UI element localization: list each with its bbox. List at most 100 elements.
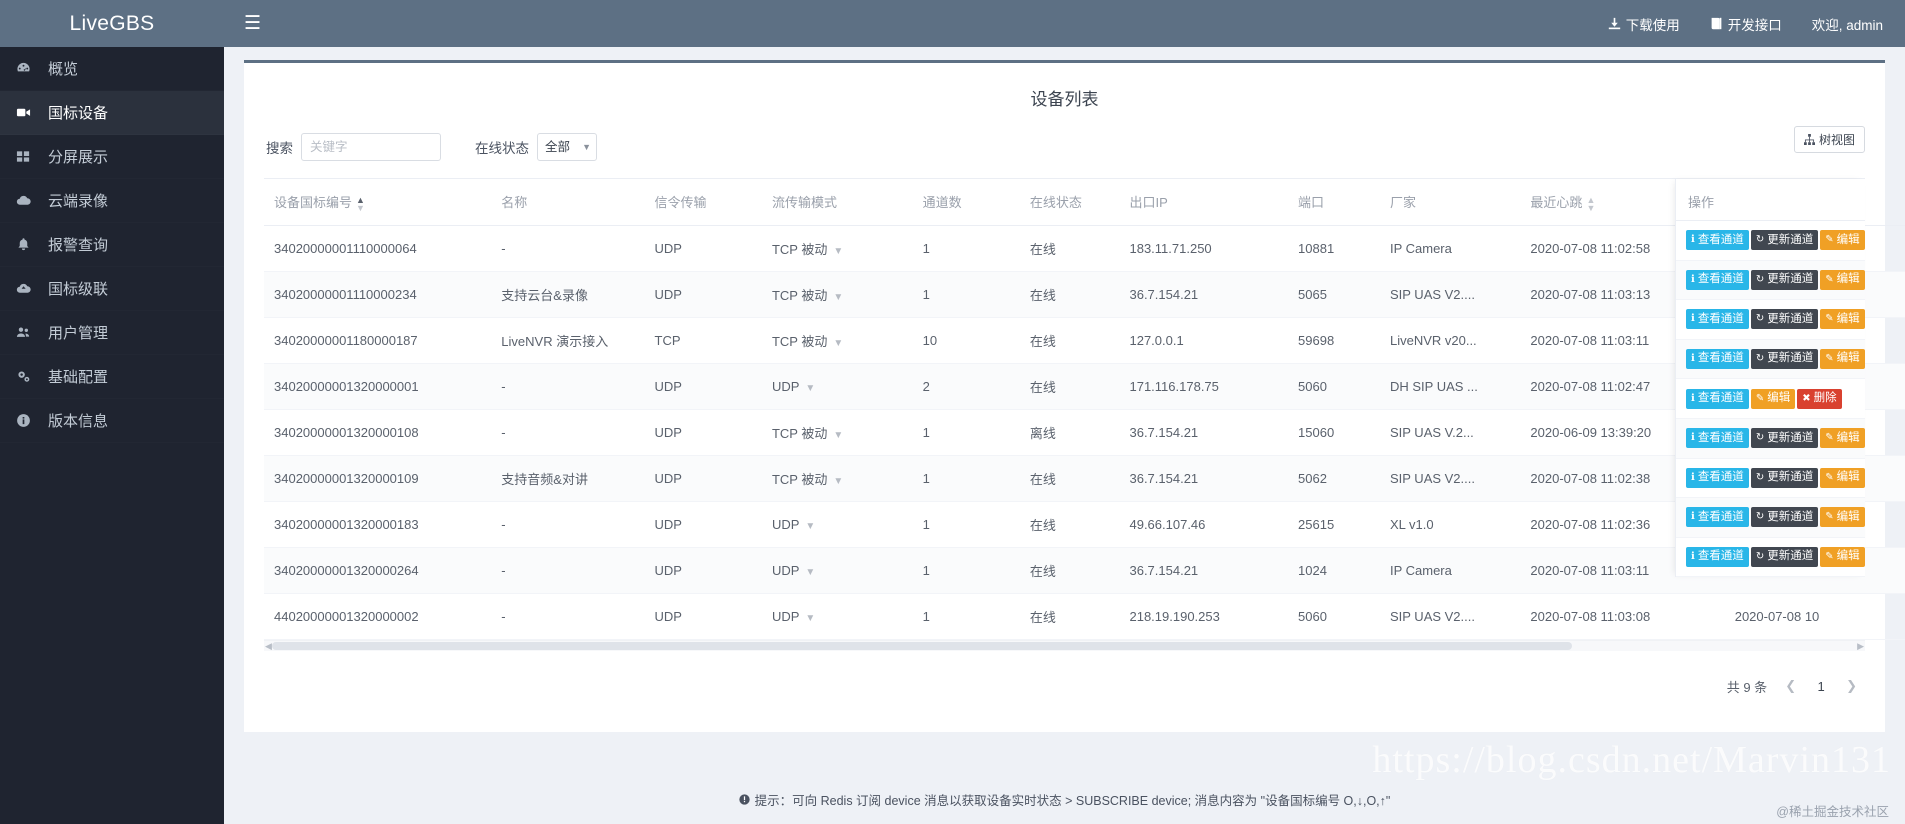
sort-caret-icon[interactable]: ▲▼ (356, 194, 365, 213)
brand-logo[interactable]: LiveGBS (0, 0, 224, 47)
table-row[interactable]: 34020000001320000183- UDP UDP ▼ 1 在线 49.66.107… (264, 501, 1905, 548)
view-button[interactable]: ℹ 查看通道 (1686, 269, 1749, 290)
main-area: ☰ 下载使用 开发接口 欢迎, admin 设 (224, 0, 1905, 824)
edit-button[interactable]: ✎ 编辑 (1820, 428, 1865, 449)
cell-channels: 1 (912, 225, 1020, 272)
table-row[interactable]: 34020000001320000001- UDP UDP ▼ 2 在线 171.116.1… (264, 363, 1905, 410)
chevron-down-icon[interactable]: ▼ (805, 612, 816, 624)
table-row[interactable]: 34020000001180000187 LiveNVR 演示接入 TCP TCP 被… (264, 317, 1905, 364)
update-button[interactable]: ↻ 更新通道 (1750, 507, 1819, 528)
sidebar-item-0[interactable]: 概览 (0, 47, 224, 91)
tree-view-button[interactable]: 树视图 (1793, 126, 1865, 153)
status-badge: 在线 (1019, 317, 1120, 364)
cell-signal: UDP (644, 271, 762, 318)
sidebar-item-label: 基础配置 (48, 369, 109, 386)
sidebar-item-2[interactable]: 分屏展示 (0, 135, 224, 179)
sidebar-item-1[interactable]: 国标设备 (0, 91, 224, 135)
search-input[interactable] (301, 133, 441, 161)
cell-port: 10881 (1288, 225, 1380, 272)
chevron-down-icon[interactable]: ▼ (833, 475, 844, 487)
page-number-1[interactable]: 1 (1817, 678, 1825, 694)
stream-mode-value: TCP 被动 (771, 333, 828, 349)
view-button[interactable]: ℹ 查看通道 (1686, 388, 1749, 409)
chevron-down-icon[interactable]: ▼ (833, 291, 844, 303)
table-row[interactable]: 34020000001320000109 支持音频&对讲 UDP TCP 被动 ▼ 1 在线… (264, 455, 1905, 502)
update-button[interactable]: ↻ 更新通道 (1750, 309, 1819, 330)
chevron-down-icon[interactable]: ▼ (805, 382, 816, 394)
table-row[interactable]: 34020000001110000064- UDP TCP 被动 ▼ 1 在线 183.11… (264, 225, 1905, 272)
cell-stream[interactable]: UDP ▼ (761, 593, 913, 640)
update-button-label: 更新通道 (1767, 312, 1814, 325)
edit-button[interactable]: ✎ 编辑 (1820, 349, 1865, 370)
sidebar-item-label: 用户管理 (48, 325, 109, 342)
cell-stream[interactable]: UDP ▼ (761, 547, 913, 594)
sidebar-item-5[interactable]: 国标级联 (0, 267, 224, 311)
edit-button[interactable]: ✎ 编辑 (1820, 230, 1865, 251)
update-button[interactable]: ↻ 更新通道 (1750, 467, 1819, 488)
table-row[interactable]: 44020000001320000002- UDP UDP ▼ 1 在线 218.19.19… (264, 593, 1905, 640)
status-select[interactable]: 全部在线离线 (537, 133, 597, 161)
download-link[interactable]: 下载使用 (1608, 14, 1680, 34)
scroll-left-icon[interactable]: ◀ (265, 640, 272, 651)
info-circle-icon (17, 414, 30, 427)
edit-button[interactable]: ✎ 编辑 (1820, 507, 1865, 528)
edit-button[interactable]: ✎ 编辑 (1820, 269, 1865, 290)
sidebar-item-3[interactable]: 云端录像 (0, 179, 224, 223)
cell-stream[interactable]: UDP ▼ (761, 501, 913, 548)
chevron-down-icon[interactable]: ▼ (805, 566, 816, 578)
sidebar-item-7[interactable]: 基础配置 (0, 355, 224, 399)
view-button[interactable]: ℹ 查看通道 (1686, 309, 1749, 330)
cell-id: 34020000001320000264 (264, 547, 492, 594)
sidebar-item-4[interactable]: 报警查询 (0, 223, 224, 267)
table-row[interactable]: 34020000001320000108- UDP TCP 被动 ▼ 1 离线 36.7.1… (264, 409, 1905, 456)
update-button[interactable]: ↻ 更新通道 (1750, 269, 1819, 290)
cell-stream[interactable]: TCP 被动 ▼ (761, 225, 913, 272)
view-button[interactable]: ℹ 查看通道 (1686, 349, 1749, 370)
book-icon (1711, 17, 1722, 30)
horizontal-scrollbar[interactable]: ◀ ▶ (264, 639, 1865, 651)
table-row[interactable]: 34020000001320000264- UDP UDP ▼ 1 在线 36.7.154.… (264, 547, 1905, 594)
column-header-id[interactable]: 设备国标编号 ▲ ▼ (264, 179, 492, 226)
user-greeting[interactable]: 欢迎, admin (1812, 14, 1883, 34)
page-title: 设备列表 (1030, 90, 1099, 109)
edit-button[interactable]: ✎ 编辑 (1750, 388, 1796, 409)
column-header-signal: 信令传输 (644, 179, 762, 226)
cell-id: 34020000001110000234 (264, 271, 492, 318)
cell-stream[interactable]: TCP 被动 ▼ (761, 317, 913, 364)
cell-stream[interactable]: UDP ▼ (761, 363, 913, 410)
edit-button[interactable]: ✎ 编辑 (1820, 467, 1865, 488)
refresh-icon: ↻ (1755, 432, 1765, 444)
status-badge: 在线 (1019, 501, 1120, 548)
edit-button[interactable]: ✎ 编辑 (1820, 309, 1865, 330)
chevron-left-icon[interactable]: ❮ (1785, 678, 1797, 694)
cell-stream[interactable]: TCP 被动 ▼ (761, 271, 913, 318)
update-button[interactable]: ↻ 更新通道 (1750, 547, 1819, 568)
scrollbar-thumb[interactable] (272, 641, 1572, 650)
hamburger-icon[interactable]: ☰ (244, 13, 262, 34)
update-button[interactable]: ↻ 更新通道 (1750, 349, 1819, 370)
sidebar-item-6[interactable]: 用户管理 (0, 311, 224, 355)
edit-button[interactable]: ✎ 编辑 (1820, 547, 1865, 568)
cell-stream[interactable]: TCP 被动 ▼ (761, 409, 913, 456)
chevron-down-icon[interactable]: ▼ (833, 429, 844, 441)
api-link[interactable]: 开发接口 (1710, 14, 1782, 34)
sort-caret-icon[interactable]: ▲▼ (1586, 194, 1596, 213)
chevron-down-icon[interactable]: ▼ (805, 520, 816, 532)
gears-icon (18, 371, 30, 382)
update-button[interactable]: ↻ 更新通道 (1750, 230, 1819, 251)
view-button[interactable]: ℹ 查看通道 (1686, 428, 1749, 449)
chevron-down-icon[interactable]: ▼ (833, 245, 844, 257)
view-button[interactable]: ℹ 查看通道 (1686, 230, 1749, 251)
scroll-right-icon[interactable]: ▶ (1857, 640, 1864, 651)
update-button[interactable]: ↻ 更新通道 (1750, 428, 1819, 449)
device-table-head: 设备国标编号 ▲ ▼ 名称 信令传输 流传输模式 通道数 在线状态 出口IP 端口 厂家 最近心跳 ▲ ▼… (264, 179, 1905, 226)
chevron-down-icon[interactable]: ▼ (833, 337, 844, 349)
delete-button[interactable]: ✖ 删除 (1797, 388, 1842, 409)
cell-stream[interactable]: TCP 被动 ▼ (761, 455, 913, 502)
view-button[interactable]: ℹ 查看通道 (1686, 467, 1749, 488)
table-row[interactable]: 34020000001110000234 支持云台&录像 UDP TCP 被动 ▼ 1 在线… (264, 271, 1905, 318)
view-button[interactable]: ℹ 查看通道 (1686, 507, 1749, 528)
chevron-right-icon[interactable]: ❯ (1846, 678, 1857, 694)
sidebar-item-8[interactable]: 版本信息 (0, 399, 224, 443)
view-button[interactable]: ℹ 查看通道 (1686, 547, 1749, 568)
